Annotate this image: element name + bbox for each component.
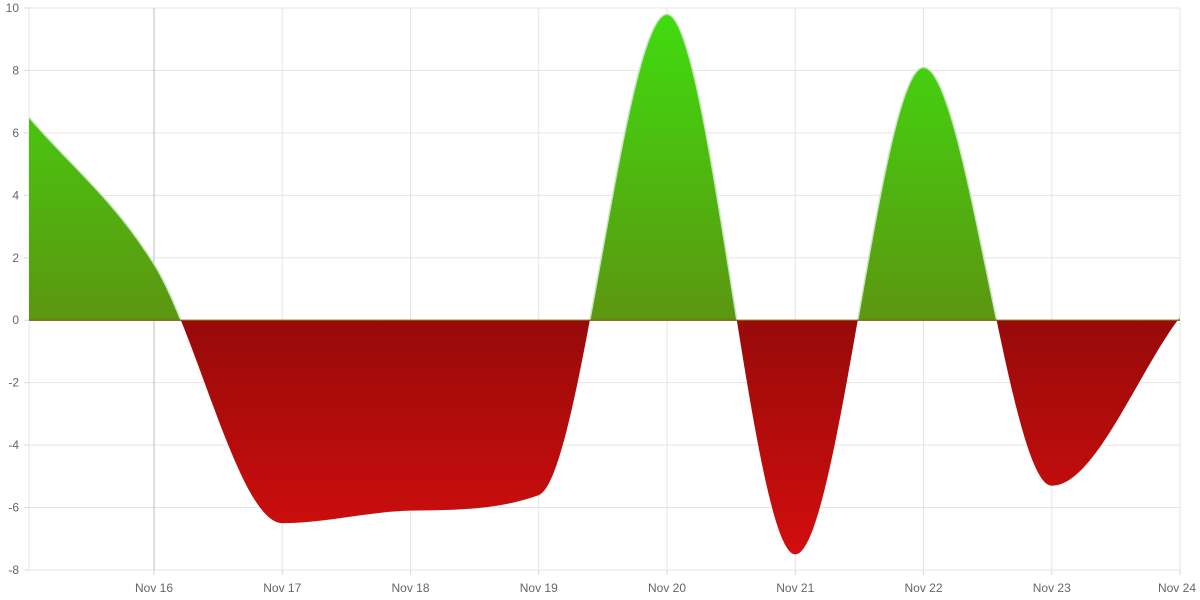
y-tick-label: -4	[8, 438, 19, 452]
axes: 10 8 6 4 2 0 -2 -4 -6 -8 Nov 16 Nov 17 Nov 18 Nov 19 N…	[6, 1, 1197, 595]
y-tick-label: -6	[8, 501, 19, 515]
y-tick-label: 10	[6, 1, 20, 15]
y-tick-label: -8	[8, 563, 19, 577]
x-tick-label: Nov 20	[648, 581, 686, 595]
x-tick-label: Nov 18	[391, 581, 429, 595]
y-tick-label: 2	[12, 251, 19, 265]
x-tick-label: Nov 17	[263, 581, 301, 595]
negative-area	[180, 320, 1178, 555]
x-tick-label: Nov 23	[1033, 581, 1071, 595]
x-tick-label: Nov 24	[1158, 581, 1196, 595]
positive-area	[29, 14, 1180, 321]
x-tick-label: Nov 22	[904, 581, 942, 595]
y-tick-label: 6	[12, 126, 19, 140]
x-tick-label: Nov 19	[520, 581, 558, 595]
y-tick-label: 0	[12, 313, 19, 327]
series-line-positive	[29, 13, 1180, 321]
y-tick-label: 8	[12, 63, 19, 77]
y-tick-label: -2	[8, 376, 19, 390]
area-series	[29, 13, 1180, 555]
x-tick-label: Nov 16	[135, 581, 173, 595]
y-tick-label: 4	[12, 188, 19, 202]
x-tick-label: Nov 21	[776, 581, 814, 595]
